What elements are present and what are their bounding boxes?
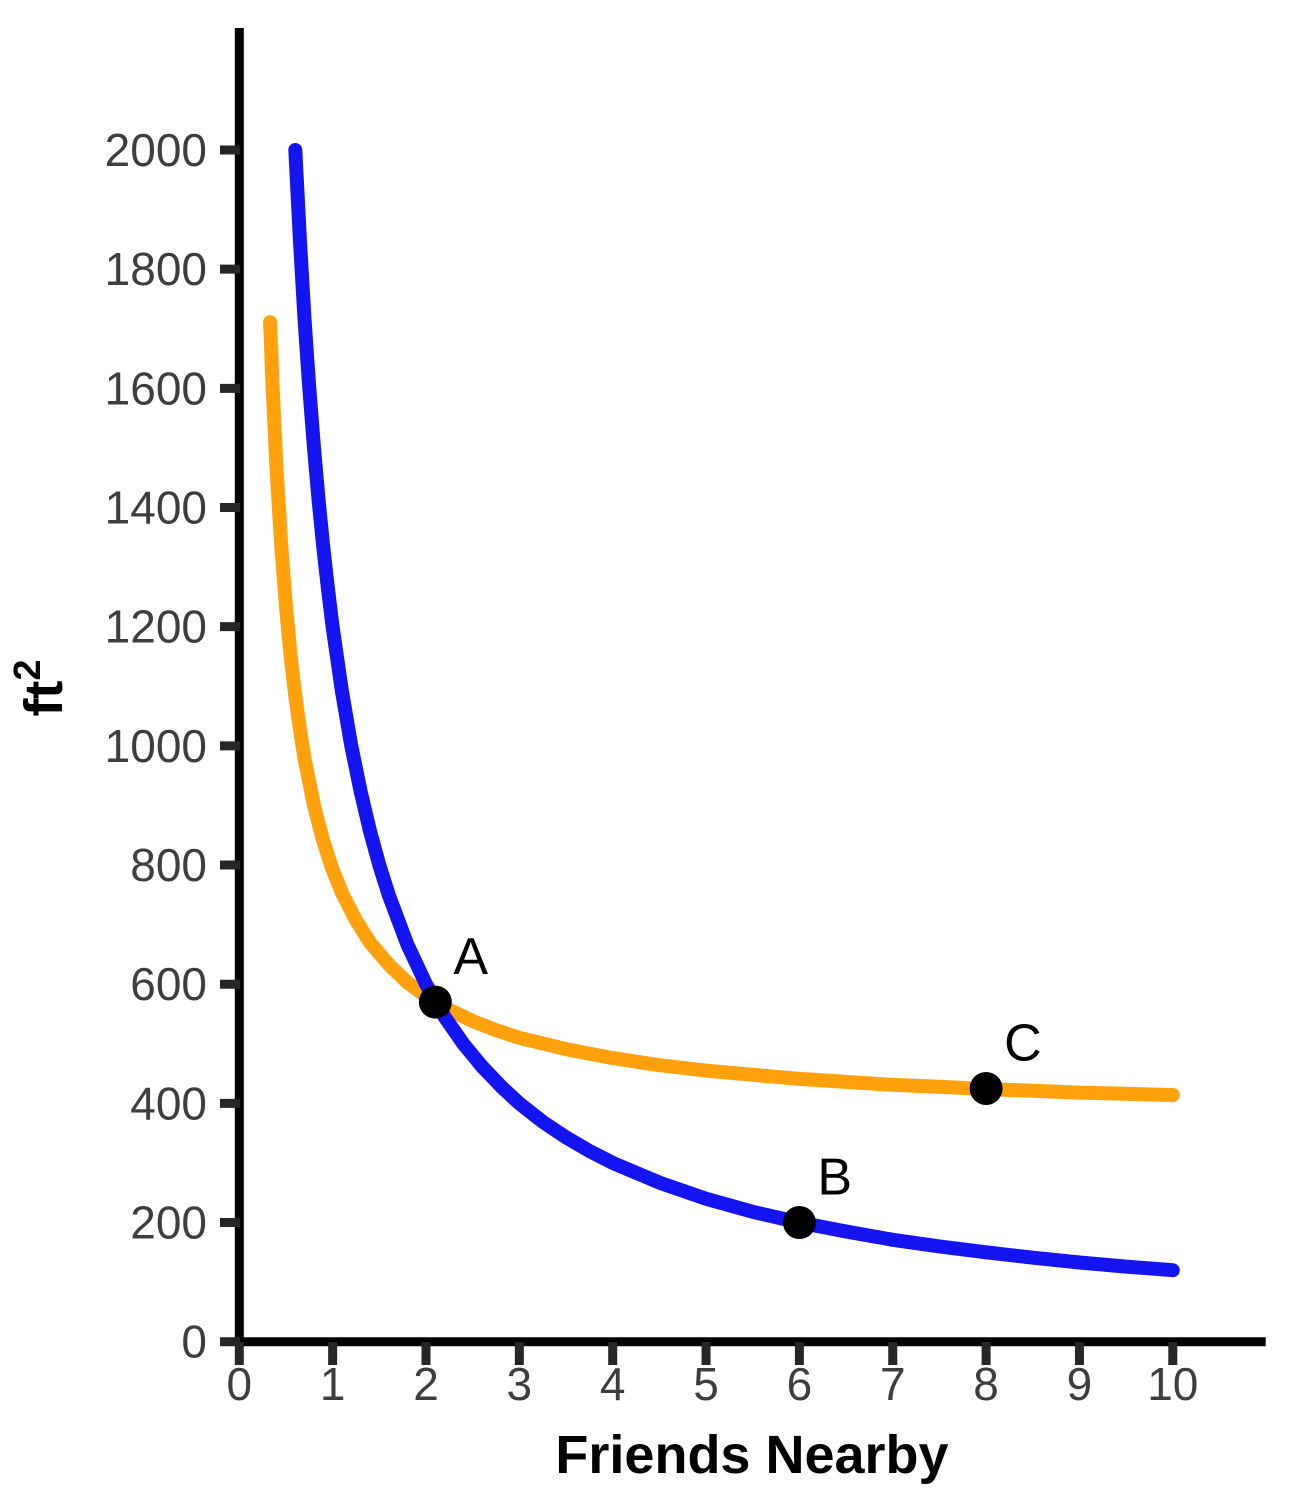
- y-tick-label: 1200: [105, 601, 207, 653]
- x-axis-ticks: 0 1 2 3 4 5 6 7 8 9 10: [227, 1342, 1198, 1410]
- y-tick-label: 0: [181, 1316, 207, 1368]
- x-tick-label: 8: [973, 1358, 999, 1410]
- point-label-a: A: [453, 928, 488, 986]
- y-tick-label: 400: [130, 1077, 207, 1129]
- point-label-b: B: [817, 1149, 852, 1207]
- y-axis-ticks: 0 200 400 600 800 1000 1200 1400 1600 1800 2000: [105, 124, 240, 1368]
- x-tick-label: 4: [600, 1358, 626, 1410]
- blue-curve: [288, 143, 1180, 1278]
- point-label-c: C: [1004, 1014, 1042, 1072]
- svg-text:ft2: ft2: [7, 659, 74, 716]
- x-tick-label: 9: [1067, 1358, 1093, 1410]
- y-tick-label: 200: [130, 1197, 207, 1249]
- x-tick-label: 1: [320, 1358, 346, 1410]
- point-marker-b: [782, 1206, 816, 1240]
- y-axis-title: ft2: [7, 659, 74, 716]
- y-tick-label: 1800: [105, 243, 207, 295]
- point-marker-c: [969, 1071, 1003, 1105]
- curves: [263, 143, 1180, 1278]
- y-tick-label: 600: [130, 958, 207, 1010]
- x-tick-label: 2: [413, 1358, 439, 1410]
- x-tick-label: 0: [227, 1358, 253, 1410]
- orange-curve: [263, 315, 1180, 1102]
- y-tick-label: 1600: [105, 362, 207, 414]
- point-marker-a: [418, 985, 452, 1019]
- y-tick-label: 1000: [105, 720, 207, 772]
- y-tick-label: 800: [130, 839, 207, 891]
- y-tick-label: 2000: [105, 124, 207, 176]
- x-tick-label: 10: [1147, 1358, 1198, 1410]
- x-axis-title: Friends Nearby: [555, 1425, 948, 1485]
- x-tick-label: 6: [787, 1358, 813, 1410]
- x-tick-label: 7: [880, 1358, 906, 1410]
- x-tick-label: 5: [693, 1358, 719, 1410]
- x-tick-label: 3: [507, 1358, 533, 1410]
- points: A B C: [418, 928, 1042, 1240]
- y-tick-label: 1400: [105, 482, 207, 534]
